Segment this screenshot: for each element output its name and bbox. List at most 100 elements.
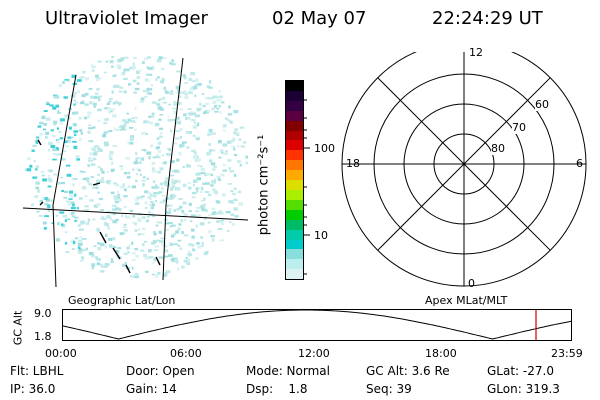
emission-pixel (47, 185, 52, 188)
emission-pixel (152, 67, 155, 70)
emission-pixel (179, 128, 183, 131)
orbit-altitude-plot (62, 309, 572, 341)
emission-pixel (176, 158, 180, 162)
param-filter: Flt: LBHL (10, 364, 64, 378)
emission-pixel (53, 123, 57, 126)
emission-pixel (137, 228, 141, 231)
emission-pixel (222, 169, 227, 172)
emission-pixel (34, 140, 39, 143)
emission-pixel (188, 90, 193, 95)
emission-pixel (195, 257, 199, 260)
emission-pixel (156, 186, 160, 189)
emission-pixel (148, 211, 151, 214)
emission-pixel (114, 128, 120, 131)
emission-pixel (159, 97, 164, 100)
emission-pixel (173, 258, 177, 262)
emission-pixel (76, 79, 82, 82)
emission-pixel (152, 167, 155, 171)
emission-pixel (210, 173, 213, 176)
emission-pixel (229, 170, 234, 173)
emission-pixel (144, 95, 148, 98)
emission-pixel (215, 212, 219, 215)
emission-pixel (127, 251, 130, 254)
emission-pixel (40, 170, 45, 174)
emission-pixel (105, 233, 108, 237)
emission-pixel (111, 204, 117, 208)
emission-pixel (59, 122, 63, 125)
emission-pixel (58, 153, 63, 156)
emission-pixel (145, 73, 151, 76)
orbit-ytick-9: 9.0 (34, 307, 52, 320)
emission-pixel (35, 165, 39, 169)
emission-pixel (93, 95, 97, 99)
emission-pixel (106, 102, 111, 105)
emission-pixel (187, 182, 192, 184)
emission-pixel (192, 183, 195, 187)
emission-pixel (98, 197, 103, 201)
emission-pixel (183, 183, 187, 188)
emission-pixel (67, 117, 71, 120)
observation-date: 02 May 07 (272, 8, 367, 29)
emission-pixel (143, 253, 147, 258)
emission-pixel (148, 256, 154, 259)
emission-pixel (96, 96, 100, 99)
emission-pixel (208, 151, 212, 155)
emission-pixel (200, 191, 203, 193)
orbit-altitude-curve (62, 309, 572, 340)
emission-pixel (168, 148, 171, 152)
emission-pixel (166, 270, 169, 273)
emission-pixel (193, 122, 196, 124)
emission-pixel (151, 204, 155, 207)
emission-pixel (134, 128, 137, 131)
emission-pixel (176, 208, 181, 211)
emission-pixel (163, 245, 168, 248)
emission-pixel (203, 197, 206, 201)
emission-pixel (179, 144, 183, 148)
emission-pixel (178, 198, 183, 200)
emission-pixel (88, 183, 93, 186)
emission-pixel (84, 205, 89, 208)
emission-pixel (60, 176, 63, 179)
emission-pixel (144, 190, 149, 194)
emission-pixel (139, 173, 142, 176)
emission-pixel (39, 121, 44, 125)
emission-pixel (127, 185, 131, 188)
emission-pixel (195, 114, 200, 118)
emission-pixel (160, 237, 166, 240)
emission-pixel (239, 163, 242, 167)
emission-pixel (88, 124, 91, 127)
emission-pixel (43, 226, 47, 230)
emission-pixel (104, 71, 108, 74)
emission-pixel (233, 187, 237, 190)
emission-pixel (57, 181, 60, 185)
emission-pixel (166, 204, 171, 207)
emission-pixel (166, 211, 171, 215)
emission-pixel (130, 275, 135, 278)
emission-pixel (109, 217, 112, 221)
emission-pixel (196, 138, 200, 141)
emission-pixel (160, 182, 163, 186)
emission-pixel (176, 70, 181, 73)
emission-pixel (83, 116, 88, 120)
emission-pixel (186, 262, 191, 265)
emission-pixel (130, 135, 135, 139)
emission-pixel (114, 207, 120, 211)
emission-pixel (151, 170, 157, 173)
emission-pixel (223, 163, 226, 167)
emission-pixel (157, 141, 162, 145)
emission-pixel (57, 109, 60, 114)
emission-pixel (126, 112, 129, 115)
emission-pixel (170, 234, 175, 238)
emission-pixel (230, 140, 235, 143)
emission-pixel (97, 191, 100, 194)
emission-pixel (103, 131, 107, 135)
emission-pixel (56, 95, 60, 99)
emission-pixel (79, 197, 83, 200)
emission-pixel (47, 207, 53, 209)
emission-pixel (164, 90, 169, 94)
param-ip: IP: 36.0 (10, 382, 56, 396)
emission-pixel (181, 231, 185, 234)
emission-pixel (181, 141, 185, 145)
emission-pixel (114, 201, 120, 204)
emission-pixel (131, 65, 136, 69)
